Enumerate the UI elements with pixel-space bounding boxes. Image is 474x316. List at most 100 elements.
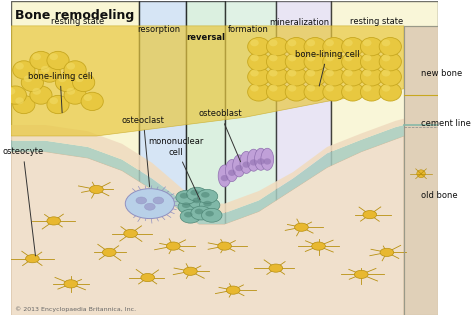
Ellipse shape: [64, 280, 78, 288]
Ellipse shape: [30, 86, 52, 104]
Ellipse shape: [218, 242, 231, 250]
Ellipse shape: [379, 38, 401, 56]
Ellipse shape: [47, 217, 61, 225]
Ellipse shape: [24, 75, 32, 82]
Ellipse shape: [307, 70, 315, 76]
Ellipse shape: [363, 40, 372, 46]
Ellipse shape: [360, 68, 383, 86]
FancyBboxPatch shape: [186, 1, 225, 315]
Ellipse shape: [325, 70, 334, 76]
Ellipse shape: [342, 68, 364, 86]
Ellipse shape: [141, 273, 155, 282]
Ellipse shape: [323, 68, 345, 86]
FancyBboxPatch shape: [11, 1, 139, 315]
Polygon shape: [11, 136, 404, 315]
Ellipse shape: [153, 197, 164, 204]
Ellipse shape: [124, 229, 137, 238]
Ellipse shape: [243, 161, 250, 168]
Ellipse shape: [323, 83, 345, 101]
Ellipse shape: [221, 175, 228, 181]
Ellipse shape: [379, 52, 401, 71]
Ellipse shape: [285, 52, 308, 71]
Text: © 2013 Encyclopaedia Britannica, Inc.: © 2013 Encyclopaedia Britannica, Inc.: [15, 307, 137, 312]
Text: bone-lining cell: bone-lining cell: [295, 50, 359, 86]
Ellipse shape: [7, 88, 15, 95]
Ellipse shape: [13, 61, 35, 79]
Ellipse shape: [325, 40, 334, 46]
Ellipse shape: [264, 158, 271, 165]
Ellipse shape: [240, 151, 253, 173]
Ellipse shape: [64, 61, 86, 79]
Ellipse shape: [66, 88, 75, 95]
Ellipse shape: [266, 52, 289, 71]
Ellipse shape: [233, 155, 246, 177]
Ellipse shape: [32, 53, 41, 60]
FancyBboxPatch shape: [225, 1, 276, 315]
Ellipse shape: [363, 210, 377, 219]
Ellipse shape: [125, 189, 174, 219]
Ellipse shape: [344, 40, 353, 46]
Ellipse shape: [285, 83, 308, 101]
Ellipse shape: [83, 94, 92, 101]
Ellipse shape: [205, 211, 214, 216]
Ellipse shape: [342, 38, 364, 56]
FancyBboxPatch shape: [139, 1, 186, 315]
Ellipse shape: [382, 40, 390, 46]
Ellipse shape: [285, 38, 308, 56]
Ellipse shape: [195, 209, 203, 214]
Ellipse shape: [200, 198, 220, 212]
Ellipse shape: [307, 54, 315, 61]
Ellipse shape: [266, 68, 289, 86]
Ellipse shape: [363, 54, 372, 61]
Ellipse shape: [266, 83, 289, 101]
Ellipse shape: [269, 264, 283, 272]
Ellipse shape: [304, 38, 326, 56]
Ellipse shape: [304, 83, 326, 101]
Ellipse shape: [184, 212, 192, 217]
Text: resorption: resorption: [137, 25, 180, 33]
Ellipse shape: [55, 73, 78, 92]
Ellipse shape: [166, 242, 180, 250]
Ellipse shape: [187, 187, 207, 201]
Ellipse shape: [201, 192, 210, 198]
Ellipse shape: [192, 198, 201, 203]
Text: formation: formation: [228, 25, 268, 33]
Ellipse shape: [64, 86, 86, 104]
Ellipse shape: [49, 53, 58, 60]
Polygon shape: [404, 26, 438, 315]
Ellipse shape: [382, 85, 390, 92]
Ellipse shape: [226, 286, 240, 294]
Text: resting state: resting state: [51, 17, 104, 26]
Ellipse shape: [250, 54, 259, 61]
Ellipse shape: [32, 88, 41, 95]
Ellipse shape: [269, 85, 278, 92]
Ellipse shape: [261, 148, 273, 170]
Ellipse shape: [344, 85, 353, 92]
Ellipse shape: [355, 270, 368, 278]
Ellipse shape: [180, 209, 201, 223]
Ellipse shape: [247, 38, 270, 56]
Ellipse shape: [247, 83, 270, 101]
Ellipse shape: [38, 64, 61, 82]
Ellipse shape: [380, 248, 394, 257]
Ellipse shape: [81, 92, 103, 111]
Ellipse shape: [304, 68, 326, 86]
FancyBboxPatch shape: [276, 1, 331, 315]
Text: old bone: old bone: [421, 191, 458, 200]
Ellipse shape: [47, 95, 69, 114]
Ellipse shape: [323, 52, 345, 71]
Text: Bone remodeling: Bone remodeling: [15, 9, 135, 21]
Ellipse shape: [379, 68, 401, 86]
Ellipse shape: [73, 73, 95, 92]
Ellipse shape: [15, 63, 24, 70]
Ellipse shape: [344, 54, 353, 61]
Ellipse shape: [26, 255, 39, 263]
Ellipse shape: [226, 160, 238, 182]
Ellipse shape: [325, 85, 334, 92]
Ellipse shape: [58, 75, 66, 82]
Ellipse shape: [247, 149, 260, 171]
Ellipse shape: [21, 73, 44, 92]
Ellipse shape: [304, 52, 326, 71]
Ellipse shape: [257, 158, 264, 165]
Ellipse shape: [269, 40, 278, 46]
